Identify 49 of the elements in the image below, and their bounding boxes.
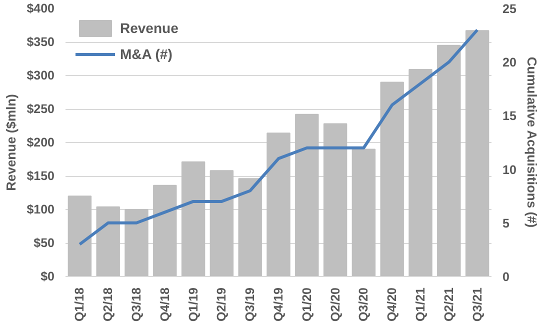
y2-tick-label: 10 [502, 162, 516, 177]
bar [68, 196, 92, 276]
x-tick-label: Q2/20 [328, 287, 342, 322]
bar [380, 82, 404, 276]
x-tick-label: Q1/19 [186, 287, 200, 322]
x-tick-label: Q2/19 [214, 287, 229, 322]
x-tick-label: Q4/19 [272, 287, 286, 322]
y-tick-label: $300 [26, 68, 55, 82]
x-tick-label: Q4/18 [158, 287, 172, 322]
y-tick-label: $150 [26, 169, 55, 183]
bar [238, 178, 262, 276]
bar [181, 161, 206, 276]
y-tick-label: $400 [26, 2, 55, 16]
y-tick-label: $100 [26, 202, 55, 216]
bar [124, 209, 148, 276]
x-tick-label: Q2/18 [101, 287, 116, 322]
x-tick-label: Q1/18 [72, 287, 87, 322]
bar [352, 148, 376, 276]
bar [465, 30, 490, 276]
x-tick-label: Q3/20 [356, 287, 371, 322]
bar [323, 123, 348, 276]
y-tick-label: $50 [34, 236, 55, 250]
y-axis-title: Revenue ($mln) [4, 94, 19, 191]
y2-axis-title: Cumulative Acquisitions (#) [524, 56, 540, 228]
bar [437, 44, 461, 276]
y-tick-label: $250 [26, 102, 55, 116]
x-tick-label: Q3/21 [470, 287, 484, 322]
y2-tick-label: 5 [502, 216, 510, 230]
y2-tick-label: 15 [502, 109, 516, 124]
x-tick-label: Q3/19 [243, 287, 258, 322]
x-tick-label: Q1/21 [414, 287, 428, 322]
bar [266, 132, 290, 276]
x-tick-label: Q3/18 [130, 287, 144, 322]
x-tick-label: Q1/20 [300, 287, 314, 322]
y-tick-label: $0 [40, 270, 55, 284]
legend-label: M&A (#) [120, 46, 172, 62]
x-tick-label: Q4/20 [385, 287, 400, 322]
bar [153, 184, 177, 276]
x-tick-label: Q2/21 [442, 287, 456, 322]
y2-tick-label: 25 [502, 2, 516, 16]
y-tick-label: $200 [26, 136, 55, 150]
y-tick-label: $350 [26, 35, 55, 49]
y2-tick-label: 20 [502, 56, 516, 70]
y2-tick-label: 0 [502, 270, 510, 284]
bar [96, 206, 120, 276]
bar [408, 68, 432, 276]
bar [210, 170, 234, 276]
legend-label: Revenue [120, 20, 178, 36]
bar [295, 114, 319, 276]
